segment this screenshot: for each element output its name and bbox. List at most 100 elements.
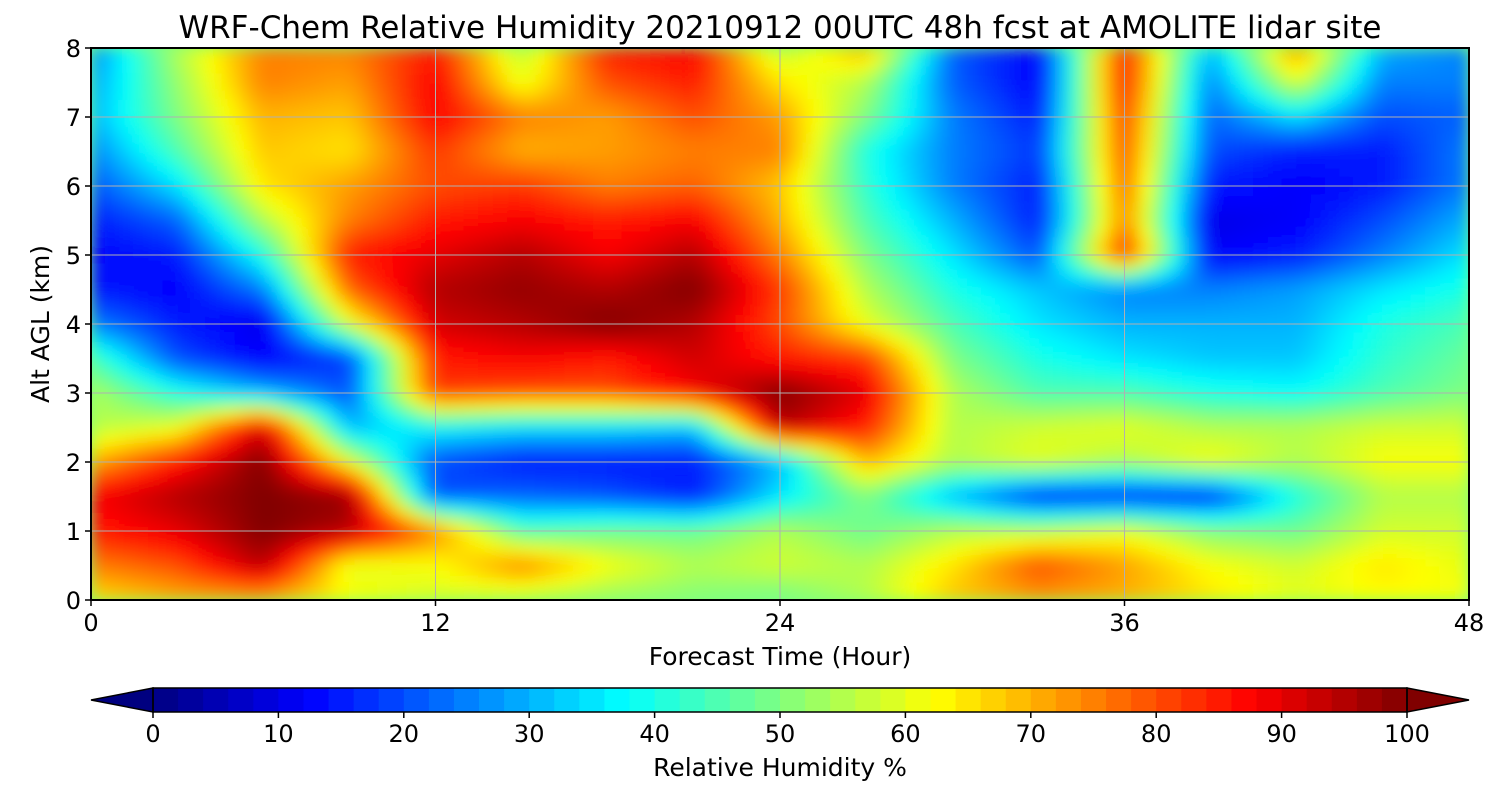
- heatmap-cell: [1310, 452, 1326, 463]
- heatmap-cell: [894, 332, 910, 342]
- heatmap-cell: [994, 349, 1011, 360]
- heatmap-cell: [879, 151, 896, 161]
- heatmap-cell: [377, 409, 393, 420]
- heatmap-cell: [176, 358, 192, 368]
- heatmap-cell: [1296, 478, 1312, 489]
- heatmap-cell: [937, 314, 953, 325]
- heatmap-cell: [219, 366, 236, 377]
- heatmap-cell: [1382, 340, 1398, 351]
- heatmap-cell: [1152, 487, 1169, 498]
- heatmap-cell: [506, 358, 523, 368]
- heatmap-cell: [607, 358, 623, 368]
- heatmap-cell: [1238, 332, 1255, 342]
- heatmap-cell: [492, 159, 508, 170]
- heatmap-cell: [1109, 56, 1125, 66]
- heatmap-cell: [549, 289, 566, 299]
- heatmap-cell: [621, 297, 637, 308]
- heatmap-cell: [234, 168, 250, 178]
- heatmap-cell: [133, 383, 149, 394]
- heatmap-cell: [908, 427, 925, 437]
- heatmap-cell: [1152, 306, 1169, 316]
- heatmap-cell: [607, 202, 623, 213]
- heatmap-cell: [994, 401, 1011, 411]
- heatmap-cell: [348, 427, 365, 437]
- heatmap-cell: [549, 280, 566, 291]
- heatmap-cell: [219, 107, 236, 118]
- heatmap-cell: [521, 90, 537, 101]
- heatmap-cell: [1210, 194, 1226, 204]
- heatmap-cell: [1324, 435, 1341, 446]
- heatmap-cell: [966, 116, 982, 127]
- heatmap-cell: [478, 220, 494, 230]
- heatmap-cell: [808, 487, 824, 498]
- heatmap-cell: [923, 168, 939, 178]
- heatmap-cell: [205, 211, 221, 222]
- heatmap-cell: [1324, 90, 1341, 101]
- heatmap-cell: [277, 220, 293, 230]
- heatmap-cell: [822, 228, 838, 239]
- heatmap-cell: [1224, 142, 1240, 153]
- heatmap-cell: [1138, 375, 1154, 385]
- heatmap-cell: [91, 280, 106, 291]
- heatmap-cell: [966, 444, 982, 454]
- heatmap-cell: [320, 254, 336, 265]
- heatmap-cell: [1353, 56, 1370, 66]
- heatmap-cell: [91, 427, 106, 437]
- heatmap-cell: [435, 245, 451, 256]
- heatmap-cell: [707, 116, 724, 127]
- heatmap-cell: [1181, 271, 1197, 282]
- heatmap-cell: [334, 245, 350, 256]
- heatmap-cell: [564, 202, 580, 213]
- heatmap-cell: [1167, 427, 1183, 437]
- heatmap-cell: [1281, 133, 1298, 144]
- heatmap-cell: [1224, 90, 1240, 101]
- heatmap-cell: [1181, 470, 1197, 480]
- heatmap-cell: [679, 392, 695, 403]
- heatmap-cell: [1281, 220, 1298, 230]
- heatmap-cell: [506, 202, 523, 213]
- heatmap-cell: [262, 280, 279, 291]
- heatmap-cell: [305, 358, 322, 368]
- heatmap-cell: [1339, 116, 1355, 127]
- heatmap-cell: [1281, 168, 1298, 178]
- heatmap-cell: [951, 263, 968, 273]
- heatmap-cell: [822, 176, 838, 187]
- heatmap-cell: [1138, 220, 1154, 230]
- heatmap-cell: [1353, 452, 1370, 463]
- heatmap-cell: [133, 99, 149, 109]
- heatmap-cell: [679, 306, 695, 316]
- heatmap-cell: [1109, 427, 1125, 437]
- heatmap-cell: [91, 48, 106, 58]
- heatmap-cell: [1210, 340, 1226, 351]
- heatmap-cell: [1224, 470, 1240, 480]
- heatmap-cell: [836, 435, 853, 446]
- heatmap-cell: [1037, 168, 1054, 178]
- heatmap-cell: [248, 56, 264, 66]
- heatmap-cell: [779, 168, 795, 178]
- heatmap-cell: [1411, 116, 1427, 127]
- heatmap-cell: [994, 358, 1011, 368]
- heatmap-cell: [1439, 133, 1456, 144]
- heatmap-cell: [363, 56, 379, 66]
- heatmap-cell: [334, 297, 350, 308]
- heatmap-cell: [607, 340, 623, 351]
- heatmap-cell: [564, 245, 580, 256]
- heatmap-cell: [1009, 185, 1025, 196]
- heatmap-cell: [91, 237, 106, 247]
- heatmap-cell: [865, 48, 881, 58]
- heatmap-cell: [1353, 168, 1370, 178]
- heatmap-cell: [951, 314, 968, 325]
- heatmap-cell: [234, 211, 250, 222]
- heatmap-cell: [277, 107, 293, 118]
- heatmap-cell: [176, 461, 192, 472]
- heatmap-cell: [923, 185, 939, 196]
- heatmap-cell: [779, 427, 795, 437]
- heatmap-cell: [707, 168, 724, 178]
- heatmap-cell: [937, 228, 953, 239]
- heatmap-cell: [592, 470, 609, 480]
- heatmap-cell: [1124, 375, 1140, 385]
- heatmap-cell: [1210, 64, 1226, 75]
- heatmap-cell: [147, 220, 164, 230]
- heatmap-cell: [1066, 349, 1082, 360]
- heatmap-cell: [750, 478, 767, 489]
